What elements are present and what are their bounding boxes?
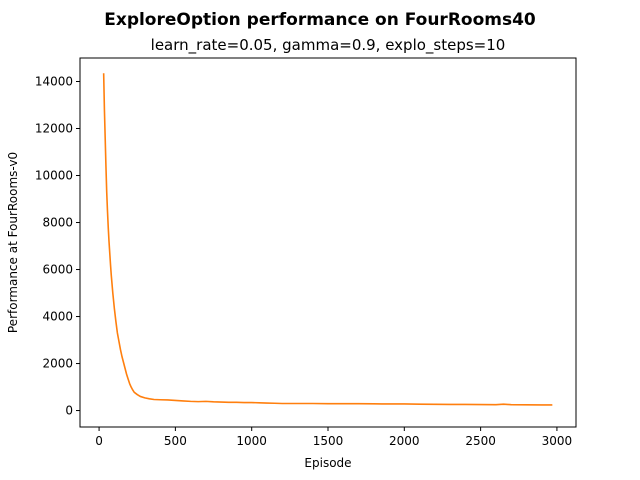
series-line-0 (102, 73, 553, 406)
y-tick-label: 4000 (42, 310, 73, 324)
y-tick-label: 6000 (42, 263, 73, 277)
x-tick-label: 1000 (236, 434, 267, 448)
x-tick-label: 0 (95, 434, 103, 448)
y-axis-label: Performance at FourRooms-v0 (6, 152, 20, 333)
x-tick-label: 3000 (542, 434, 573, 448)
y-tick-label: 8000 (42, 216, 73, 230)
y-tick-label: 10000 (35, 169, 73, 183)
y-axis-ticks: 0 2000 4000 6000 8000 10000 12000 14000 (35, 75, 80, 418)
x-axis-ticks: 0 500 1000 1500 2000 2500 3000 (95, 427, 572, 448)
y-tick-label: 2000 (42, 357, 73, 371)
x-tick-label: 1500 (313, 434, 344, 448)
x-axis-label: Episode (304, 456, 351, 470)
series-layer (102, 73, 553, 406)
axes-frame (79, 57, 577, 428)
x-tick-label: 500 (164, 434, 187, 448)
chart-title: ExploreOption performance on FourRooms40 (104, 10, 536, 30)
y-tick-label: 14000 (35, 75, 73, 89)
y-tick-label: 12000 (35, 122, 73, 136)
x-tick-label: 2000 (389, 434, 420, 448)
x-tick-label: 2500 (465, 434, 496, 448)
chart-subtitle: learn_rate=0.05, gamma=0.9, explo_steps=… (151, 36, 506, 55)
y-tick-label: 0 (65, 404, 73, 418)
